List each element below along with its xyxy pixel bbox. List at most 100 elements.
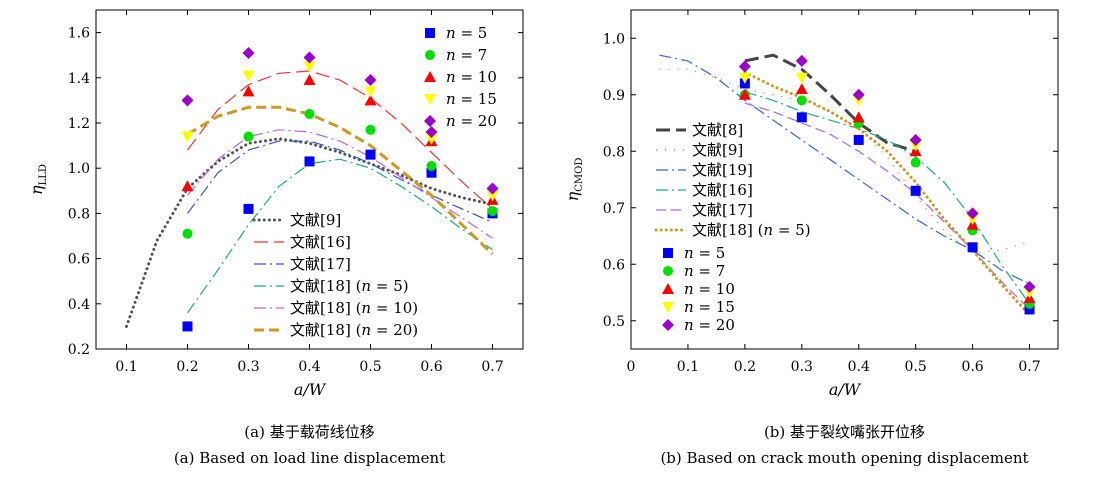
legend-label: n = 10 (446, 68, 497, 86)
data-point (486, 182, 499, 195)
chart-panel-b: 0 0.1 0.2 0.3 0.4 0.5 0.6 0.7 0.5 0.6 0.7 0.8 0.9 1.0… (563, 9, 1059, 467)
data-point (909, 140, 922, 152)
x-tick-label: 0.6 (961, 359, 983, 375)
caption-chinese: (a) 基于载荷线位移 (244, 423, 374, 441)
series-line-4 (187, 158, 493, 314)
x-axis-label: a/W (829, 380, 862, 399)
data-point (795, 83, 808, 95)
data-point (181, 131, 194, 143)
legend-label: 文献[18] (n = 10) (290, 299, 418, 317)
x-tick-label: 0 (627, 359, 636, 375)
legend-label: 文献[16] (290, 233, 351, 251)
data-point (852, 111, 865, 123)
x-tick-label: 0.7 (1018, 359, 1040, 375)
series-line-2 (187, 70, 493, 210)
data-point (303, 61, 316, 73)
legend-marker (424, 94, 436, 105)
series-line-2 (659, 68, 1030, 254)
series-line-5 (744, 102, 1030, 310)
x-tick-label: 0.2 (734, 359, 756, 375)
series-line-3 (659, 54, 1030, 285)
plot-frame (630, 9, 1059, 350)
legend-marker (424, 115, 436, 127)
y-tick-label: 0.8 (68, 206, 90, 222)
series-line-1 (744, 53, 917, 153)
x-tick-label: 0.3 (791, 359, 813, 375)
data-point (1023, 280, 1036, 293)
y-tick-label: 0.8 (603, 144, 625, 160)
legend-label: 文献[9] (290, 211, 341, 229)
data-point (425, 126, 438, 139)
data-point (426, 160, 437, 171)
data-point (243, 131, 254, 142)
data-point (1024, 304, 1035, 315)
legend-label: n = 7 (446, 46, 487, 64)
data-point (182, 321, 193, 332)
y-tick-label: 0.6 (68, 252, 90, 268)
legend-label: 文献[17] (692, 201, 753, 219)
data-point (795, 72, 808, 84)
data-point (738, 88, 751, 100)
plot-area (659, 53, 1036, 317)
data-point (967, 242, 978, 253)
data-point (181, 94, 194, 107)
y-tick-label: 1.0 (68, 161, 90, 177)
y-axis-label: ηLLD (27, 164, 49, 195)
y-tick-label: 0.6 (603, 257, 625, 273)
x-tick-label: 0.4 (848, 359, 870, 375)
series-line-5 (187, 129, 493, 239)
legend-marker (663, 248, 673, 258)
legend-label: n = 20 (446, 112, 497, 130)
data-point (966, 214, 979, 226)
y-tick-label: 0.4 (68, 297, 90, 313)
y-tick-label: 1.6 (68, 26, 90, 42)
legend-marker (424, 71, 436, 82)
y-tick-label: 0.9 (603, 88, 625, 104)
legend-label: 文献[9] (692, 141, 743, 159)
data-point (486, 190, 499, 202)
data-point (364, 94, 377, 106)
x-tick-label: 0.5 (905, 359, 927, 375)
legend-marker (425, 50, 435, 60)
legend-label: n = 10 (684, 280, 735, 298)
data-point (182, 228, 193, 239)
series-line-3 (187, 140, 493, 223)
legend-label: 文献[8] (692, 121, 743, 139)
legend-marker (425, 28, 435, 38)
legend-label: 文献[17] (290, 255, 351, 273)
legend-marker (662, 283, 674, 294)
series-line-4 (744, 91, 1030, 305)
y-tick-label: 1.0 (603, 31, 625, 47)
data-point (425, 133, 438, 145)
legend-label: n = 20 (684, 316, 735, 334)
y-tick-label: 1.2 (68, 116, 90, 132)
data-point (364, 86, 377, 98)
x-tick-label: 0.2 (176, 359, 198, 375)
data-point (796, 112, 807, 123)
data-point (910, 185, 921, 196)
x-tick-label: 0.1 (677, 359, 699, 375)
data-point (910, 157, 921, 168)
data-point (853, 134, 864, 145)
legend-label: 文献[18] (n = 5) (692, 221, 811, 239)
x-tick-label: 0.6 (420, 359, 442, 375)
data-point (303, 51, 316, 64)
data-point (242, 46, 255, 59)
legend-marker (662, 319, 674, 331)
y-axis-label: ηCMOD (563, 158, 585, 202)
x-tick-label: 0.7 (481, 359, 503, 375)
x-axis-label: a/W (294, 380, 327, 399)
data-point (966, 207, 979, 220)
legend-label: n = 7 (684, 262, 725, 280)
caption-chinese: (b) 基于裂纹嘴张开位移 (764, 423, 925, 441)
data-point (304, 156, 315, 167)
data-point (426, 167, 437, 178)
data-point (364, 74, 377, 87)
y-tick-label: 0.5 (603, 314, 625, 330)
data-point (243, 203, 254, 214)
series-line-1 (125, 137, 494, 328)
plot-area (125, 46, 499, 332)
data-point (365, 124, 376, 135)
y-tick-label: 0.7 (603, 201, 625, 217)
